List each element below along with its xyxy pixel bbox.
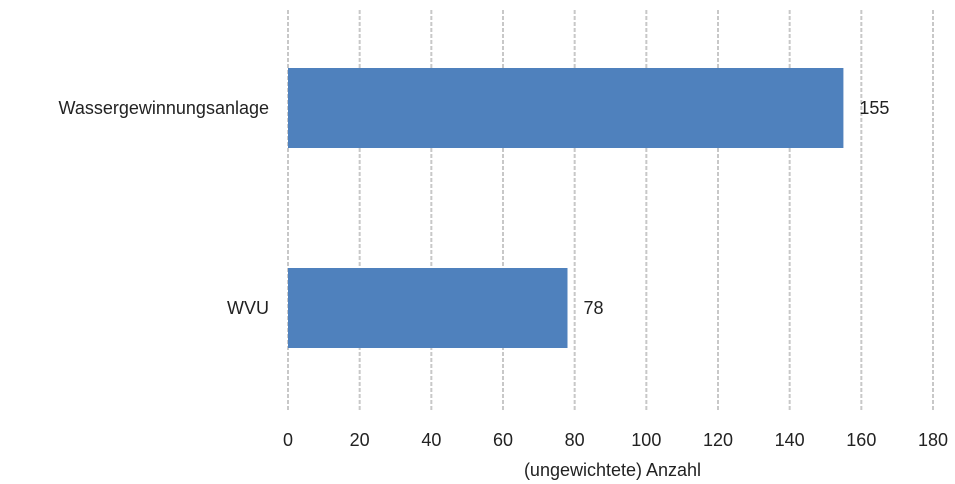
- x-tick-label: 180: [918, 430, 948, 450]
- x-tick-label: 60: [493, 430, 513, 450]
- bar-0: [288, 68, 844, 148]
- bars: [288, 68, 844, 348]
- x-axis-ticks: 0 20 40 60 80 100 120 140 160 180: [283, 430, 948, 450]
- bar-1: [288, 268, 568, 348]
- x-tick-label: 20: [350, 430, 370, 450]
- category-labels: Wassergewinnungsanlage WVU: [59, 98, 269, 318]
- x-tick-label: 0: [283, 430, 293, 450]
- x-tick-label: 140: [775, 430, 805, 450]
- category-label: WVU: [227, 298, 269, 318]
- x-tick-label: 80: [565, 430, 585, 450]
- data-labels: 155 78: [584, 98, 890, 318]
- x-tick-label: 100: [631, 430, 661, 450]
- x-axis-title: (ungewichtete) Anzahl: [524, 460, 701, 480]
- x-tick-label: 120: [703, 430, 733, 450]
- data-label: 155: [859, 98, 889, 118]
- category-label: Wassergewinnungsanlage: [59, 98, 269, 118]
- x-tick-label: 40: [421, 430, 441, 450]
- data-label: 78: [584, 298, 604, 318]
- x-tick-label: 160: [846, 430, 876, 450]
